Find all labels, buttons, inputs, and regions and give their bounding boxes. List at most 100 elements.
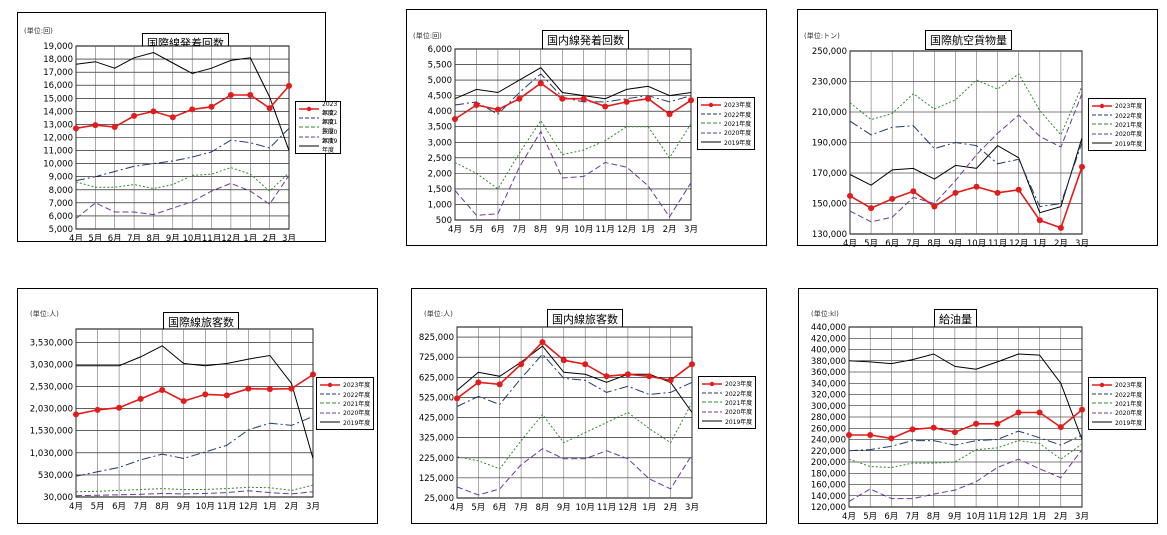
x-tick-label: 5月	[864, 239, 878, 249]
legend-swatch	[320, 393, 340, 395]
y-tick-label: 15,000	[43, 94, 73, 104]
legend-label: 2021年度	[1115, 121, 1143, 129]
x-tick-label: 2月	[664, 503, 678, 513]
x-tick-label: 3月	[306, 502, 320, 512]
chart-legend: 2023年度 2022年度 2021年度 2020年度 2019年度	[698, 376, 757, 429]
legend-label: 2023年度	[1115, 382, 1143, 390]
legend-label: 2022年度	[1115, 112, 1143, 120]
plot-area	[75, 328, 314, 498]
legend-label: 2023年度	[343, 382, 371, 390]
x-tick-label: 3月	[282, 234, 296, 244]
x-tick-label: 12月	[239, 502, 258, 512]
legend-label: 2020年度	[1115, 410, 1143, 418]
legend-label: 2020年度	[724, 130, 752, 138]
unit-label: (単位:回)	[24, 27, 53, 35]
x-tick-label: 10月	[576, 503, 595, 513]
data-point	[496, 381, 503, 388]
chart-plot: 130,000 150,000 170,000 190,000 210,000 230,0…	[812, 47, 1089, 249]
x-tick-label: 3月	[684, 225, 698, 235]
data-point	[624, 371, 631, 378]
y-tick-label: 125,000	[419, 474, 454, 484]
data-point	[537, 80, 544, 87]
legend-item: 2021年度	[1092, 120, 1142, 129]
legend-item: 2019年度	[299, 138, 337, 154]
x-tick-label: 5月	[471, 503, 485, 513]
y-tick-label: 16,000	[43, 81, 73, 91]
series-line-2	[75, 484, 314, 493]
series-line-3	[456, 448, 693, 496]
data-point	[559, 95, 566, 102]
y-tick-label: 11,000	[43, 147, 73, 157]
data-point	[494, 106, 501, 113]
x-tick-label: 8月	[927, 239, 941, 249]
series-line-0	[75, 373, 314, 416]
x-tick-label: 7月	[512, 225, 526, 235]
y-tick-label: 2,500	[428, 154, 452, 164]
data-point	[973, 420, 980, 427]
legend-label: 2021年度	[725, 399, 753, 407]
legend-label: 2022年度	[322, 110, 338, 127]
legend-item: 2022年度	[320, 389, 370, 399]
data-point	[1079, 163, 1085, 170]
x-tick-label: 2月	[263, 234, 277, 244]
legend-label: 2021年度	[343, 400, 371, 408]
data-point	[1036, 409, 1043, 416]
unit-label: (単位:人)	[424, 310, 453, 318]
x-tick-label: 2月	[663, 225, 677, 235]
legend-swatch	[320, 382, 340, 387]
legend-item: 2020年度	[1092, 408, 1142, 417]
data-point	[689, 361, 695, 368]
data-point	[310, 371, 316, 378]
y-tick-label: 4,500	[428, 92, 452, 102]
chart-title: 国際航空貨物量	[925, 30, 1012, 50]
series-line-2	[849, 73, 1083, 136]
x-tick-label: 12月	[221, 234, 240, 244]
x-tick-label: 2月	[284, 502, 298, 512]
x-tick-label: 10月	[574, 225, 593, 235]
data-point	[1015, 186, 1022, 193]
data-point	[266, 386, 273, 393]
legend-item: 2019年度	[1092, 139, 1142, 148]
data-point	[909, 426, 916, 433]
data-point	[1057, 224, 1064, 231]
legend-label: 2020年度	[725, 409, 753, 417]
x-tick-label: 8月	[155, 502, 169, 512]
legend-swatch	[702, 381, 722, 386]
data-point	[994, 189, 1001, 196]
y-tick-label: 525,000	[419, 393, 454, 403]
chart-plot: 25,000 125,000 225,000 325,000 425,000 525,00…	[419, 326, 699, 513]
series-line-2	[848, 440, 1083, 469]
x-tick-label: 3月	[1075, 239, 1089, 249]
data-point	[266, 105, 273, 112]
legend-label: 2019年度	[343, 419, 371, 427]
data-point	[560, 357, 567, 364]
x-tick-label: 6月	[493, 503, 507, 513]
legend-item: 2023年度	[701, 100, 751, 109]
y-tick-label: 5,500	[428, 61, 452, 71]
legend-label: 2023年度	[1115, 103, 1143, 111]
unit-label: (単位:回)	[413, 32, 442, 40]
data-point	[223, 392, 230, 399]
y-tick-label: 6,000	[49, 212, 73, 222]
data-point	[623, 98, 630, 105]
data-point	[247, 92, 254, 99]
x-tick-label: 7月	[134, 502, 148, 512]
x-tick-label: 11月	[988, 239, 1007, 249]
x-tick-label: 1月	[642, 503, 656, 513]
legend-item: 2019年度	[702, 417, 752, 426]
legend-item: 2021年度	[1092, 399, 1142, 408]
chart-legend: 2023年度 2022年度 2021年度 2020年度 2019年度	[1088, 98, 1147, 151]
series-line-0	[75, 85, 290, 130]
data-point	[208, 103, 215, 110]
x-tick-label: 8月	[146, 234, 160, 244]
y-tick-label: 2,000	[428, 169, 452, 179]
legend-item: 2019年度	[701, 138, 751, 147]
x-tick-label: 7月	[906, 512, 920, 522]
x-tick-label: 7月	[127, 234, 141, 244]
y-tick-label: 170,000	[812, 169, 847, 179]
series-line-3	[75, 490, 314, 497]
series-line-0	[454, 82, 692, 120]
data-point	[288, 385, 295, 392]
plot-area	[454, 48, 692, 221]
